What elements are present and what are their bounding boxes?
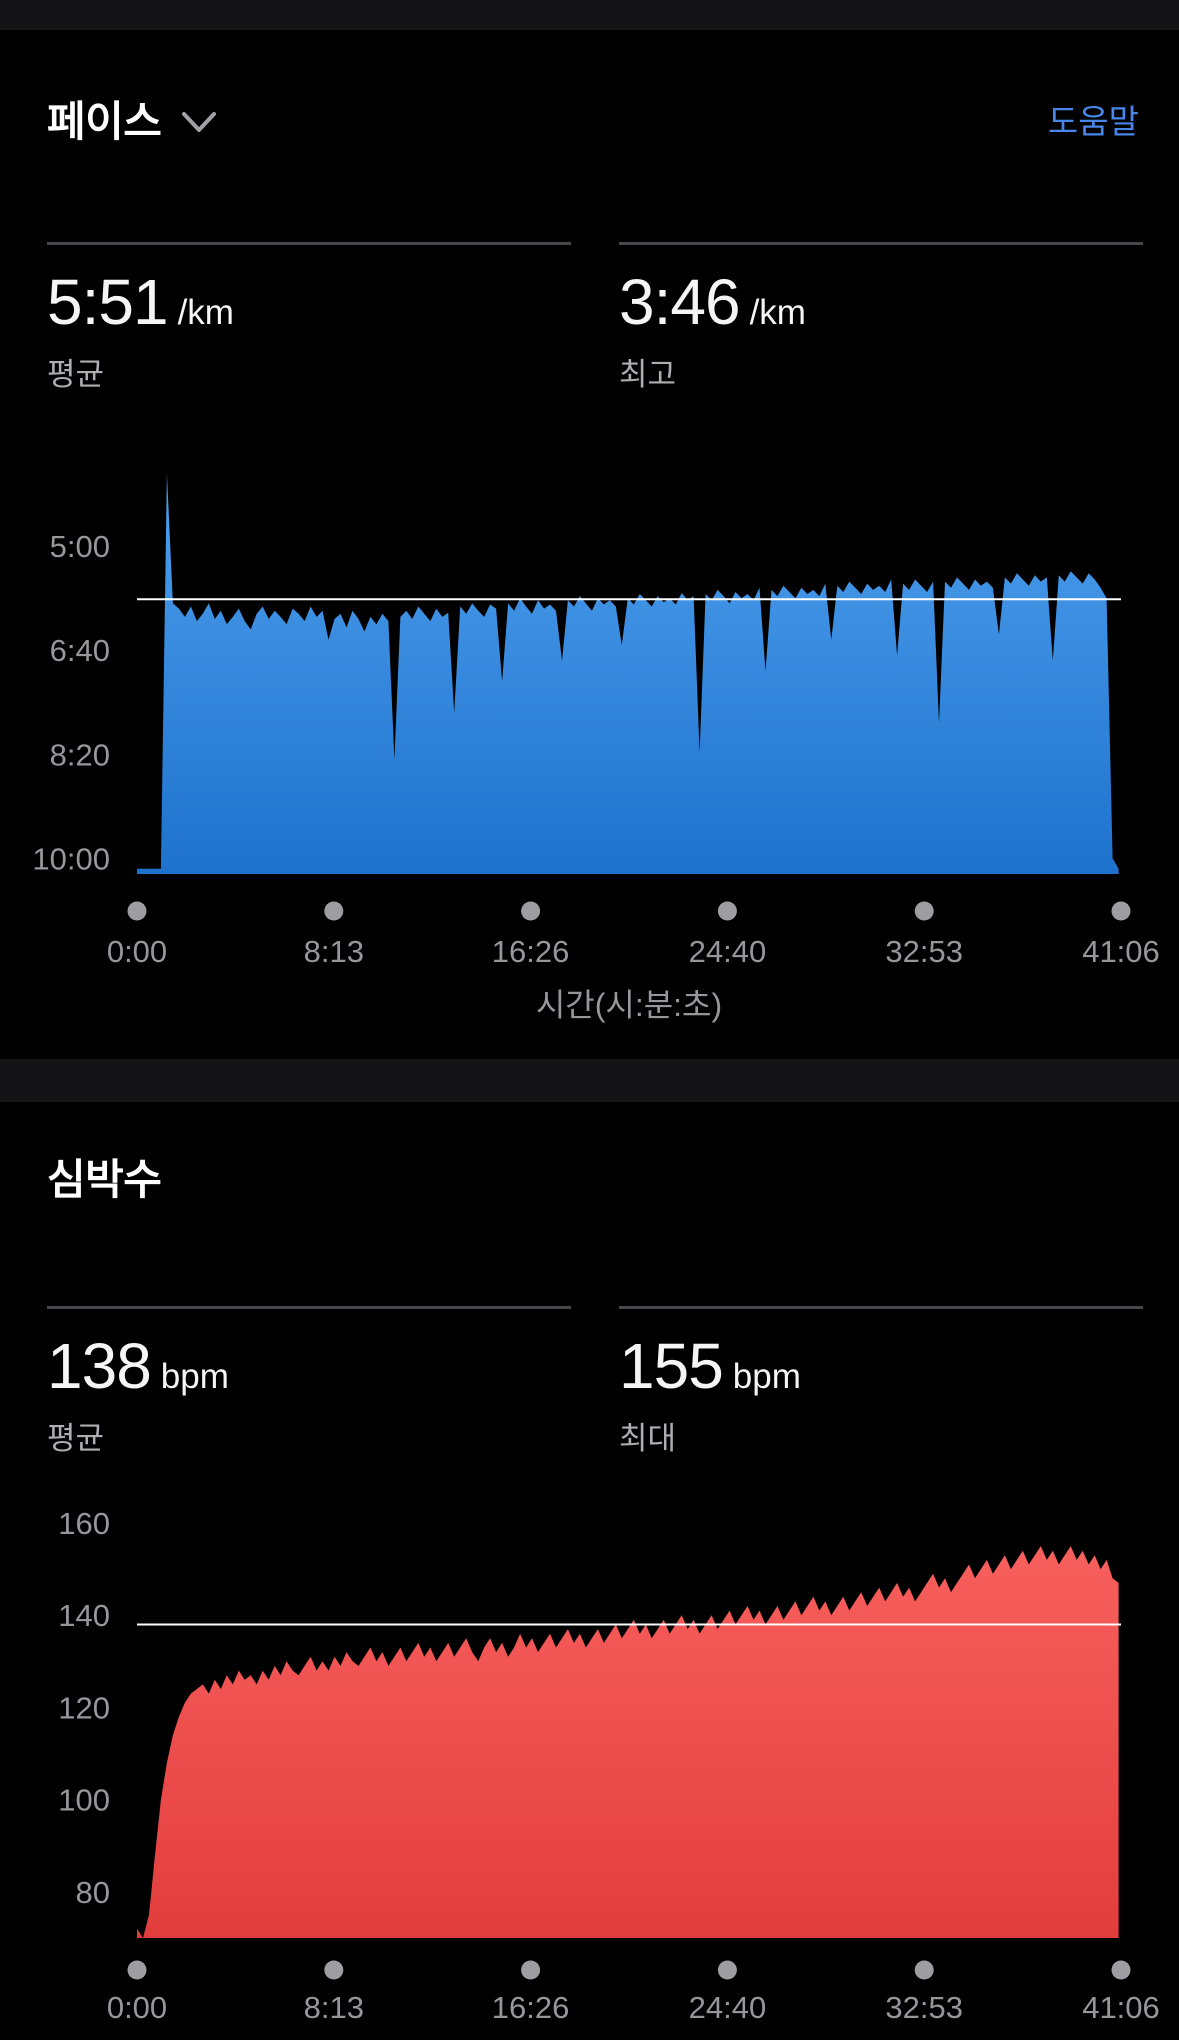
pace-x-tick-label: 16:26 [492,934,570,969]
pace-average-stat: 5:51 /km 평균 [47,242,571,394]
pace-x-tick-dot [324,901,344,921]
pace-y-tick-label: 6:40 [50,633,110,668]
pace-metric-selector[interactable]: 페이스 [47,88,217,149]
heart-rate-section-title: 심박수 [47,1156,162,1203]
heart_rate-y-tick-label: 140 [58,1598,110,1633]
heart-rate-section-header: 심박수 [47,1146,1139,1207]
pace-x-axis-caption: 시간(시:분:초) [536,987,722,1023]
pace-section-header: 페이스 도움말 [47,88,1139,149]
pace-x-tick-dot [717,901,737,921]
heart-rate-average-unit: bpm [160,1357,229,1396]
heart-rate-max-label: 최대 [619,1421,677,1456]
stat-divider [619,1306,1143,1309]
heart_rate-x-tick-label: 16:26 [492,1990,570,2025]
stat-divider [619,242,1143,245]
pace-x-tick-label: 32:53 [885,934,963,969]
heart_rate-x-tick-dot [1111,1960,1131,1980]
pace-stats-row: 5:51 /km 평균 3:46 /km 최고 [47,242,1143,394]
pace-average-label: 평균 [47,357,105,392]
pace-x-tick-label: 0:00 [107,934,167,969]
pace-x-tick-dot [914,901,934,921]
section-separator-top [0,0,1179,30]
pace-best-value: 3:46 [619,266,741,338]
heart_rate-x-tick-dot [914,1960,934,1980]
chevron-down-icon [182,111,217,132]
heart-rate-max-unit: bpm [732,1357,801,1396]
heart_rate-x-tick-label: 0:00 [107,1990,167,2025]
heart_rate-area-series [137,1546,1119,1938]
heart-rate-max-value: 155 [619,1330,724,1402]
heart_rate-y-tick-label: 80 [76,1875,110,1910]
heart_rate-x-tick-dot [521,1960,541,1980]
heart_rate-y-tick-label: 100 [58,1783,110,1818]
pace-x-tick-dot [1111,901,1131,921]
heart_rate-x-tick-label: 41:06 [1082,1990,1160,2025]
heart_rate-x-tick-dot [717,1960,737,1980]
pace-average-unit: /km [177,293,234,332]
heart-rate-max-stat: 155 bpm 최대 [619,1306,1143,1458]
heart_rate-x-tick-label: 24:40 [689,1990,767,2025]
pace-average-value: 5:51 [47,266,169,338]
heart_rate-y-tick-label: 120 [58,1690,110,1725]
pace-y-tick-label: 5:00 [50,529,110,564]
heart-rate-chart[interactable]: 160 140 120 100 80 0:00 8:13 16:26 24:40 32:53 41:… [0,1460,1179,2040]
section-separator-mid [0,1059,1179,1102]
heart_rate-x-tick-dot [324,1960,344,1980]
pace-area-series [137,473,1119,874]
pace-y-tick-label: 8:20 [50,737,110,772]
pace-best-label: 최고 [619,357,677,392]
heart_rate-x-tick-label: 32:53 [885,1990,963,2025]
heart_rate-y-tick-label: 160 [58,1506,110,1541]
pace-x-tick-label: 41:06 [1082,934,1160,969]
heart-rate-stats-row: 138 bpm 평균 155 bpm 최대 [47,1306,1143,1458]
pace-best-stat: 3:46 /km 최고 [619,242,1143,394]
pace-x-tick-dot [127,901,147,921]
heart-rate-average-label: 평균 [47,1421,105,1456]
stat-divider [47,1306,571,1309]
heart_rate-x-tick-label: 8:13 [304,1990,364,2025]
heart_rate-x-tick-dot [127,1960,147,1980]
help-link[interactable]: 도움말 [1047,102,1139,140]
heart-rate-average-value: 138 [47,1330,152,1402]
pace-chart[interactable]: 5:00 6:40 8:20 10:00 0:00 8:13 16:26 24:40 32:53… [0,420,1179,1040]
pace-section-title: 페이스 [47,98,162,145]
pace-x-tick-label: 24:40 [689,934,767,969]
pace-y-tick-label: 10:00 [32,841,110,876]
stat-divider [47,242,571,245]
pace-x-tick-dot [521,901,541,921]
heart-rate-average-stat: 138 bpm 평균 [47,1306,571,1458]
pace-best-unit: /km [749,293,806,332]
pace-x-tick-label: 8:13 [304,934,364,969]
